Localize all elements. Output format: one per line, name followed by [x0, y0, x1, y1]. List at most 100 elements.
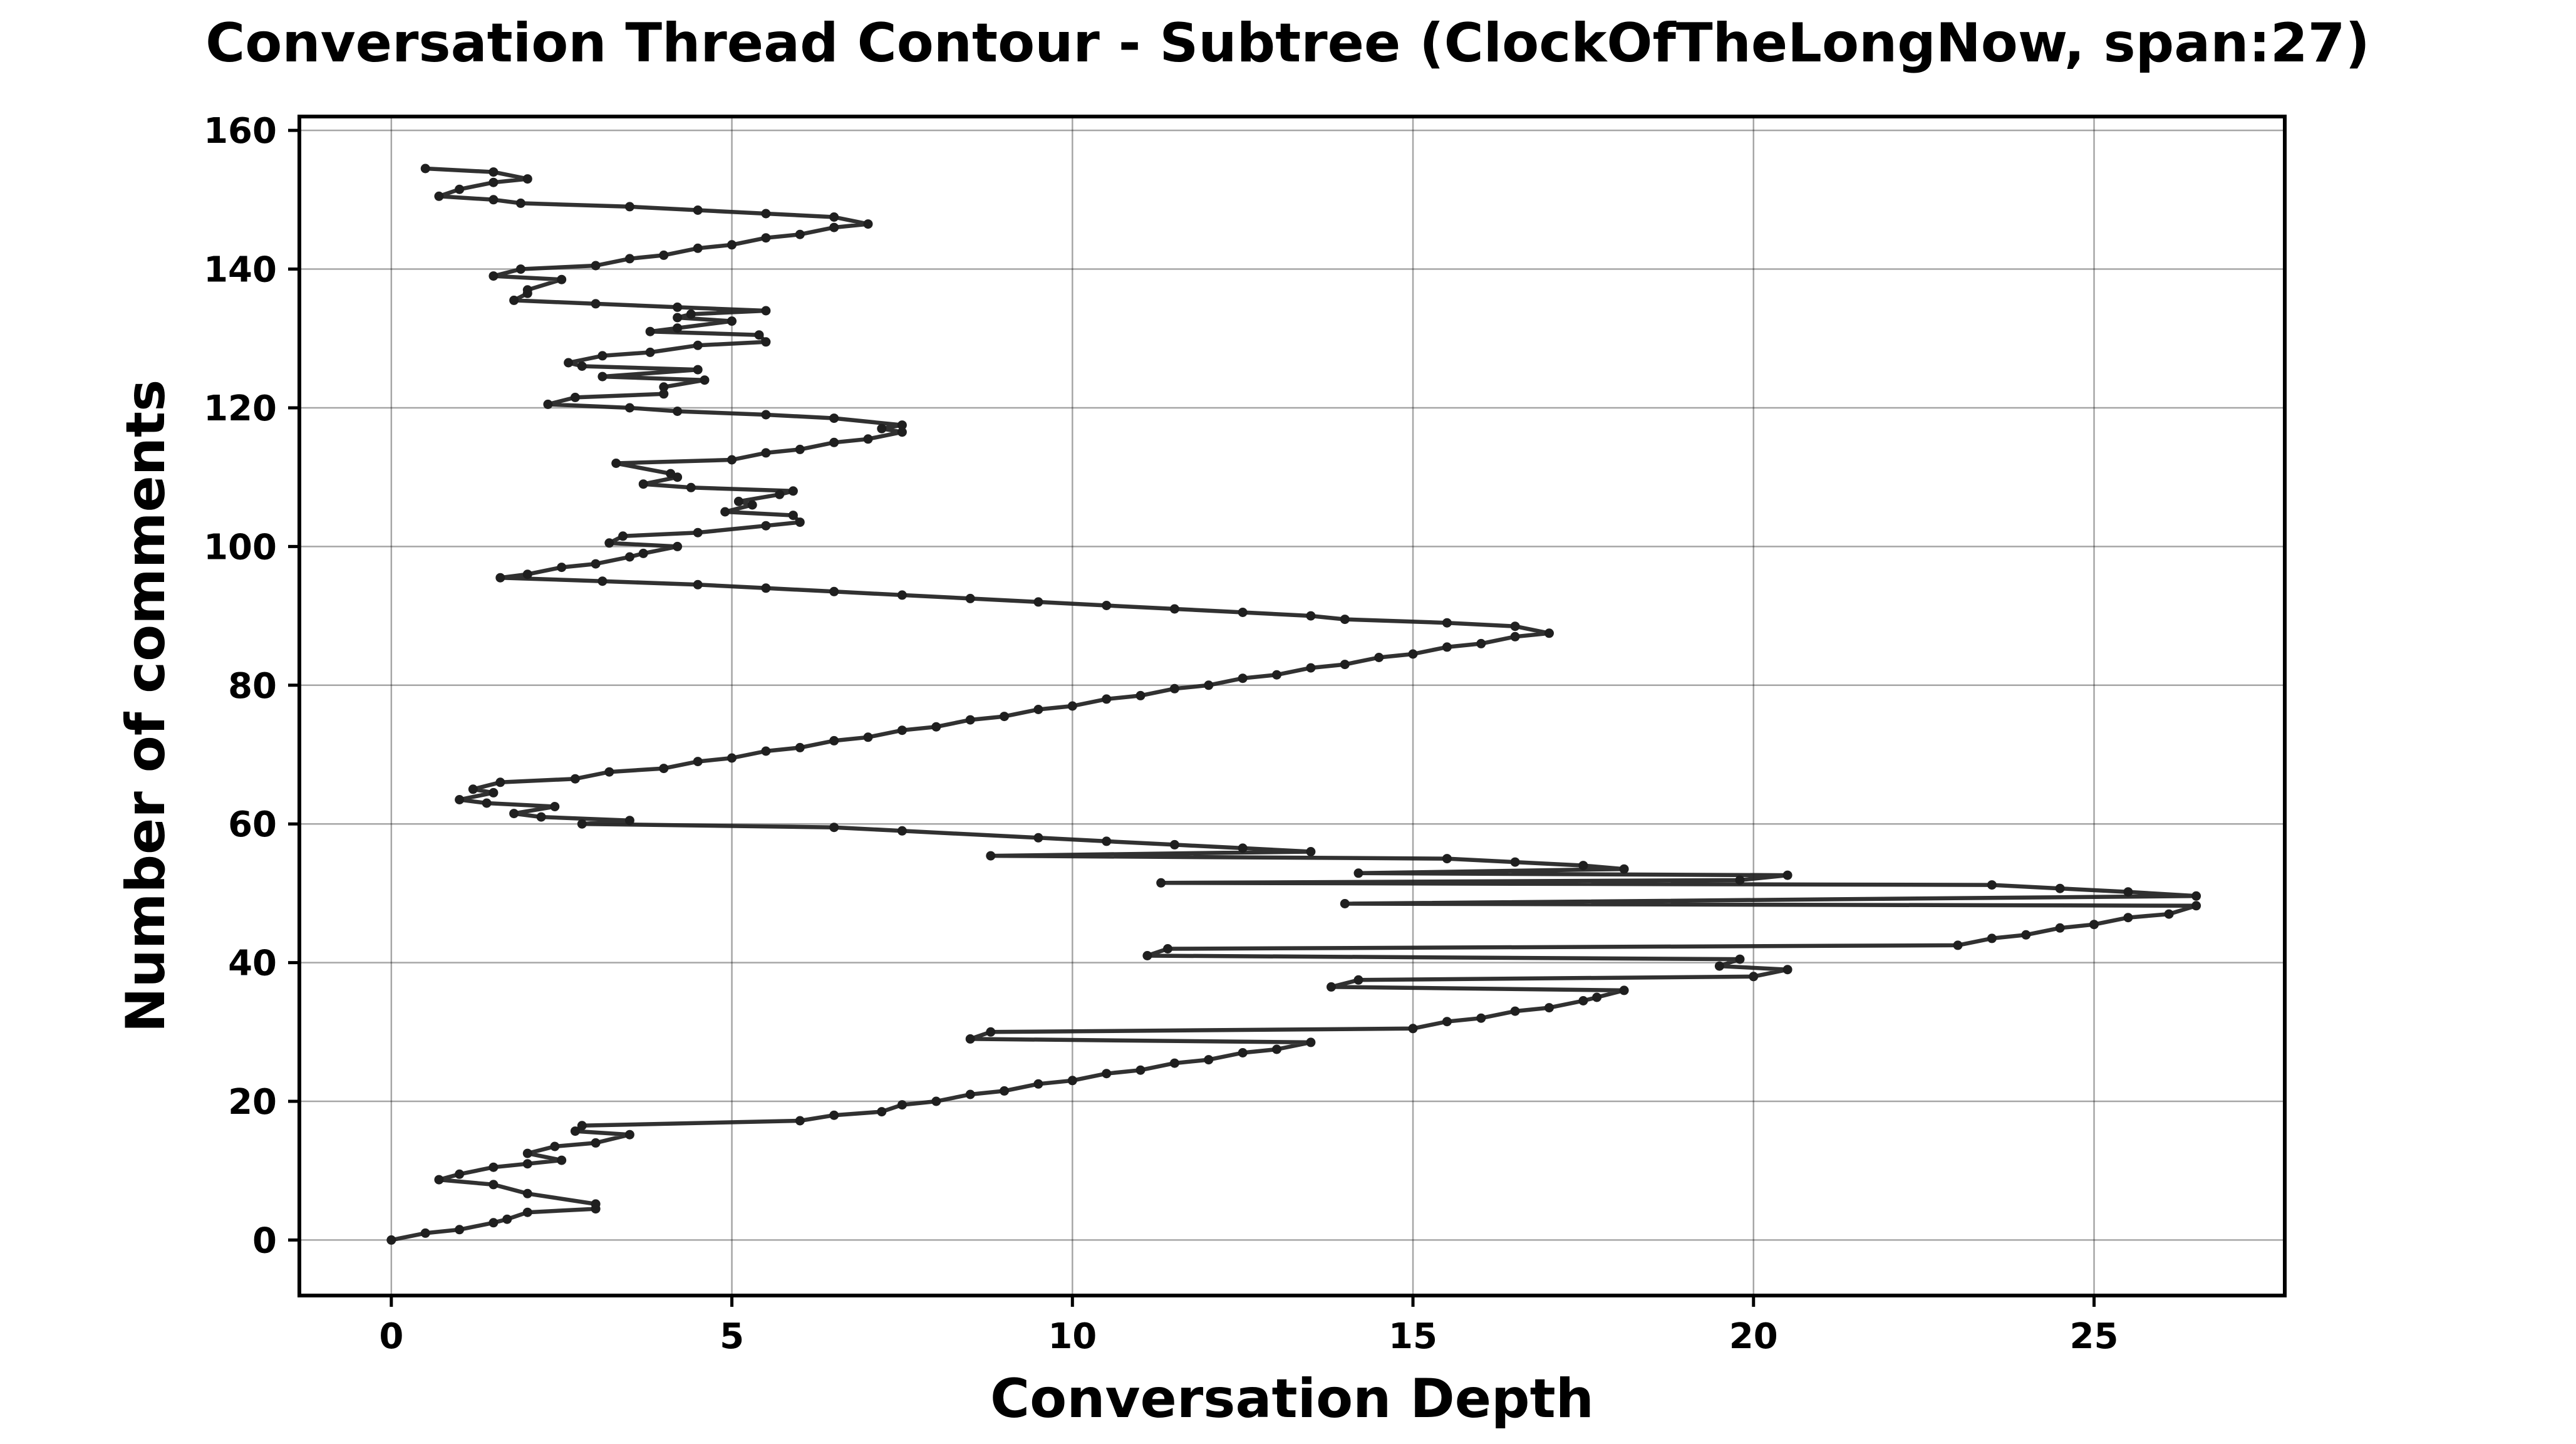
data-point [591, 1199, 601, 1209]
data-point [495, 777, 505, 787]
data-point [1592, 992, 1602, 1002]
chart-title: Conversation Thread Contour - Subtree (C… [205, 12, 2370, 75]
data-point [1204, 1055, 1214, 1065]
data-point [645, 326, 655, 336]
y-tick-label: 0 [252, 1220, 277, 1261]
data-point [489, 271, 499, 281]
data-point [1782, 965, 1792, 975]
data-point [509, 295, 519, 305]
data-point [1442, 854, 1452, 864]
y-tick-label: 60 [228, 804, 277, 845]
data-point [1353, 868, 1363, 878]
data-point [597, 351, 608, 361]
data-point [1510, 621, 1520, 631]
data-point [1238, 1048, 1248, 1057]
data-point [543, 399, 553, 409]
data-point [720, 507, 730, 517]
data-point [1735, 954, 1745, 964]
data-point [686, 309, 696, 319]
data-point [754, 330, 764, 340]
data-point [434, 1175, 444, 1185]
data-point [624, 403, 634, 413]
data-point [591, 261, 601, 271]
data-point [795, 444, 805, 454]
data-point [761, 521, 771, 531]
data-point [1544, 628, 1554, 638]
x-tick-label: 5 [720, 1316, 744, 1357]
data-point [863, 732, 873, 742]
data-point [624, 552, 634, 562]
data-point [747, 500, 757, 510]
data-point [489, 177, 499, 187]
data-point [1510, 857, 1520, 867]
data-point [673, 313, 683, 323]
data-point [577, 1121, 587, 1131]
data-point [570, 774, 580, 784]
data-point [761, 337, 771, 347]
data-point [1033, 1079, 1043, 1089]
data-point [611, 459, 621, 468]
data-point [761, 306, 771, 316]
data-point [495, 573, 505, 583]
data-point [877, 1107, 887, 1117]
data-point [468, 784, 478, 794]
data-point [1238, 608, 1248, 617]
data-point [1987, 933, 1997, 943]
data-point [591, 1138, 601, 1148]
data-point [965, 593, 975, 603]
data-point [693, 527, 703, 538]
data-point [795, 229, 805, 239]
y-axis-label: Number of comments [115, 380, 177, 1033]
data-point [1953, 940, 1963, 950]
data-point [420, 164, 430, 174]
data-point [693, 579, 703, 590]
data-point [795, 1116, 805, 1126]
data-point [659, 389, 669, 399]
data-point [2021, 930, 2031, 940]
data-point [1374, 653, 1384, 662]
data-point [536, 812, 546, 822]
data-point [522, 285, 532, 295]
data-point [557, 563, 567, 573]
x-axis-label: Conversation Depth [990, 1368, 1594, 1430]
data-point [455, 795, 465, 804]
data-point [577, 361, 587, 371]
data-point [877, 423, 887, 434]
data-point [522, 1188, 532, 1198]
data-point [727, 753, 737, 763]
data-point [693, 757, 703, 767]
data-point [1238, 673, 1248, 683]
data-point [509, 809, 519, 819]
data-point [761, 209, 771, 219]
data-point [482, 798, 492, 808]
data-point [1238, 843, 1248, 853]
data-point [1169, 1058, 1179, 1068]
data-point [2191, 891, 2201, 901]
data-point [829, 586, 839, 596]
data-point [1714, 961, 1724, 971]
data-point [434, 191, 444, 201]
y-tick-label: 160 [204, 111, 277, 152]
y-tick-label: 100 [204, 527, 277, 568]
data-point [1340, 660, 1350, 670]
data-point [1306, 611, 1316, 621]
y-tick-label: 80 [228, 666, 277, 707]
data-point [673, 302, 683, 312]
data-point [522, 1159, 532, 1169]
data-point [1135, 1065, 1146, 1075]
data-point [591, 299, 601, 309]
data-point [489, 787, 499, 797]
data-point [673, 407, 683, 416]
y-tick-label: 40 [228, 943, 277, 984]
data-point [624, 202, 634, 212]
data-point [1442, 642, 1452, 652]
data-point [795, 742, 805, 752]
data-point [1306, 663, 1316, 673]
data-point [897, 826, 907, 836]
data-point [2089, 920, 2099, 930]
data-point [1169, 683, 1179, 693]
data-point [897, 427, 907, 437]
data-point [1340, 899, 1350, 908]
data-point [557, 1155, 567, 1165]
